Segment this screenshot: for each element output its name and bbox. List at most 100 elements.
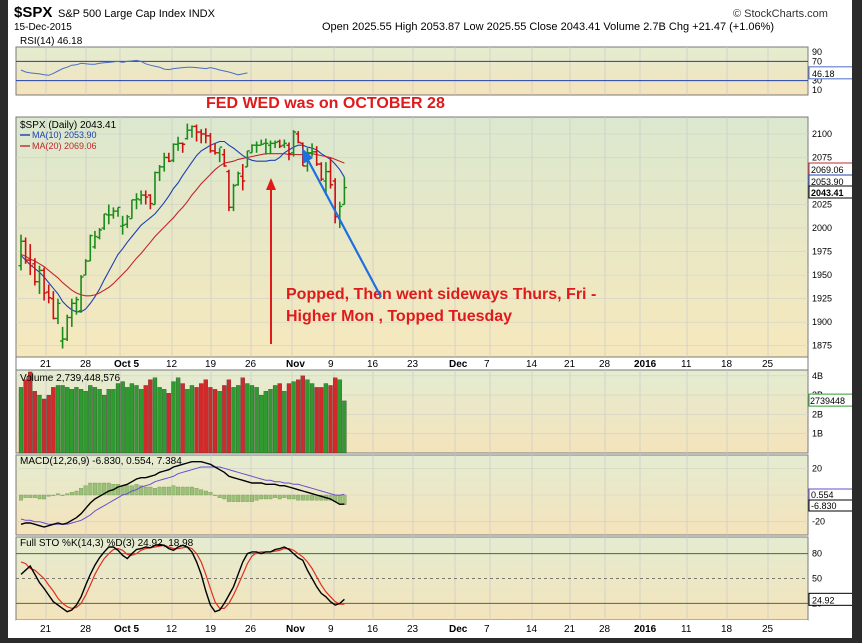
price-tick-2000: 2000 <box>812 223 832 233</box>
price-bar <box>36 265 42 294</box>
volume-bar <box>199 383 204 454</box>
price-bar <box>18 234 24 271</box>
ma20-legend: MA(20) 2069.06 <box>32 141 97 151</box>
volume-bar <box>259 394 264 454</box>
macd-histogram-bar <box>23 494 28 498</box>
macd-histogram-bar <box>203 490 208 496</box>
date-tick-bottom-11: 7 <box>484 624 490 635</box>
price-tick-2100: 2100 <box>812 129 832 139</box>
macd-histogram-bar <box>296 494 301 501</box>
rsi-tick-70: 70 <box>812 56 822 66</box>
price-bar <box>240 164 246 191</box>
fed-arrow-head <box>266 178 276 190</box>
macd-histogram-bar <box>65 493 70 496</box>
axis-labels: 9070503010RSI(14) 46.1846.18210020752050… <box>20 36 856 635</box>
macd-histogram-bar <box>69 492 74 496</box>
volume-tick-0: 4B <box>812 371 823 381</box>
macd-histogram-bar <box>166 486 171 496</box>
price-bar <box>64 314 70 341</box>
ohlc-summary: Open 2025.55 High 2053.87 Low 2025.55 Cl… <box>322 21 774 33</box>
macd-tick--20: -20 <box>812 517 825 527</box>
macd-histogram-bar <box>245 494 250 502</box>
price-bar <box>254 141 260 153</box>
volume-bar <box>152 377 158 454</box>
date-tick-top-0: 21 <box>40 359 52 370</box>
price-bar <box>249 144 255 154</box>
macd-histogram-bar <box>46 494 51 497</box>
volume-bar <box>305 379 310 454</box>
price-bar <box>212 143 218 155</box>
price-bar <box>189 125 195 138</box>
volume-bar <box>175 377 181 454</box>
date-tick-bottom-8: 16 <box>367 624 379 635</box>
date-tick-top-17: 18 <box>721 359 733 370</box>
macd-histogram-bar <box>56 493 60 496</box>
rsi-line <box>20 59 248 76</box>
sto-value-label: 24.92 <box>812 595 835 605</box>
macd-histogram-bar <box>162 486 167 496</box>
volume-bar <box>102 394 107 454</box>
volume-bar <box>120 381 125 454</box>
stockcharts-brand: © StockCharts.com <box>733 8 828 20</box>
volume-bar <box>138 389 144 454</box>
price-bar <box>50 291 56 320</box>
price-tick-1950: 1950 <box>812 270 832 280</box>
macd-histogram-bar <box>282 494 287 498</box>
sto-tick-50: 50 <box>812 574 822 584</box>
macd-histogram-bar <box>199 489 204 496</box>
volume-bar <box>157 387 162 454</box>
volume-bar <box>319 387 324 454</box>
macd-histogram-bar <box>277 494 282 500</box>
date-tick-bottom-12: 14 <box>526 624 538 635</box>
macd-histogram-bar <box>185 486 190 496</box>
macd-line <box>20 461 345 528</box>
price-bar <box>83 259 89 276</box>
rsi-tick-90: 90 <box>812 47 822 57</box>
price-bar <box>295 131 301 144</box>
panel-rsi <box>15 46 809 96</box>
price-bar <box>309 143 315 157</box>
macd-histogram-bar <box>222 494 227 500</box>
date-tick-bottom-10: Dec <box>449 624 468 635</box>
macd-histogram-bar <box>231 494 236 502</box>
ma10-line <box>20 140 345 313</box>
price-bar <box>78 275 84 313</box>
volume-bar <box>51 387 56 454</box>
volume-bar <box>115 383 121 454</box>
date-tick-bottom-1: 28 <box>80 624 92 635</box>
volume-bar <box>28 371 33 454</box>
volume-bar <box>231 387 236 454</box>
volume-bar <box>291 381 296 454</box>
volume-bar <box>217 391 222 454</box>
date-tick-bottom-14: 28 <box>599 624 611 635</box>
rsi-tick-10: 10 <box>812 85 822 95</box>
date-tick-top-9: 23 <box>407 359 419 370</box>
price-bar <box>170 143 176 163</box>
macd-histogram-bar <box>176 486 181 496</box>
date-tick-top-10: Dec <box>449 359 468 370</box>
volume-title: Volume 2,739,448,576 <box>20 373 121 384</box>
volume-bar <box>212 389 218 454</box>
price-tick-1975: 1975 <box>812 247 832 257</box>
price-bar <box>203 128 209 144</box>
macd-histogram-bar <box>88 482 93 496</box>
date-axis-strip-top <box>15 356 809 371</box>
price-bar <box>106 204 112 225</box>
price-bar <box>97 228 103 240</box>
price-bar <box>124 214 130 229</box>
macd-histogram-bar <box>83 485 88 496</box>
macd-histogram-bar <box>268 494 273 500</box>
volume-bar <box>171 381 176 454</box>
open-label: Open <box>322 21 349 33</box>
price-bar <box>291 130 297 157</box>
date-tick-top-3: 12 <box>166 359 178 370</box>
price-bar <box>244 150 250 168</box>
date-tick-top-12: 14 <box>526 359 538 370</box>
volume-bar <box>208 387 213 454</box>
volume-bar <box>166 393 171 454</box>
volume-bar <box>125 387 130 454</box>
chart-date: 15-Dec-2015 <box>14 22 72 33</box>
date-tick-top-5: 26 <box>245 359 257 370</box>
open-value: 2025.55 <box>351 21 392 33</box>
left-frame <box>0 0 8 643</box>
